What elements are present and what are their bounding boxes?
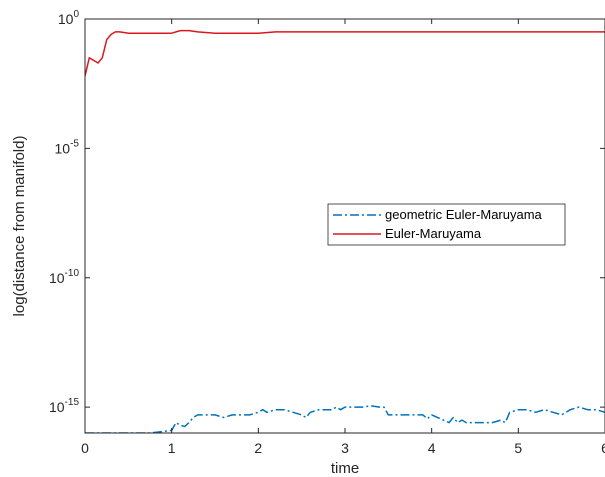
y-tick-label-exponent: 0 (73, 9, 79, 20)
legend-label-geometric-euler-maruyama: geometric Euler-Maruyama (385, 207, 543, 222)
y-tick-label-base: 10 (58, 11, 74, 27)
y-tick-label: 100 (58, 9, 80, 27)
y-tick-label-exponent: -5 (70, 138, 79, 149)
series-layer (85, 29, 605, 433)
legend-label-euler-maruyama: Euler-Maruyama (385, 226, 482, 241)
y-axis-label: log(distance from manifold) (11, 136, 28, 317)
y-tick-label-base: 10 (49, 399, 65, 415)
legend: geometric Euler-Maruyama Euler-Maruyama (327, 203, 566, 246)
x-tick-label: 3 (341, 440, 349, 456)
y-tick-label: 10-10 (49, 268, 79, 286)
y-tick-label-base: 10 (49, 270, 65, 286)
x-tick-label: 2 (254, 440, 262, 456)
x-axis-label: time (331, 460, 359, 477)
x-tick-label: 6 (601, 440, 605, 456)
x-tick-label: 0 (81, 440, 89, 456)
y-tick-label: 10-5 (55, 138, 80, 156)
ticks-layer (84, 18, 605, 433)
series-line-euler-maruyama (85, 29, 605, 77)
y-tick-label-base: 10 (55, 140, 71, 156)
series-line-geometric-euler-maruyama (85, 405, 605, 433)
x-tick-label: 5 (514, 440, 522, 456)
y-tick-label-exponent: -15 (65, 397, 80, 408)
legend-box (327, 203, 566, 246)
y-tick-label: 10-15 (49, 397, 79, 415)
y-tick-label-exponent: -10 (65, 268, 80, 279)
x-tick-label: 4 (428, 440, 436, 456)
x-tick-label: 1 (168, 440, 176, 456)
